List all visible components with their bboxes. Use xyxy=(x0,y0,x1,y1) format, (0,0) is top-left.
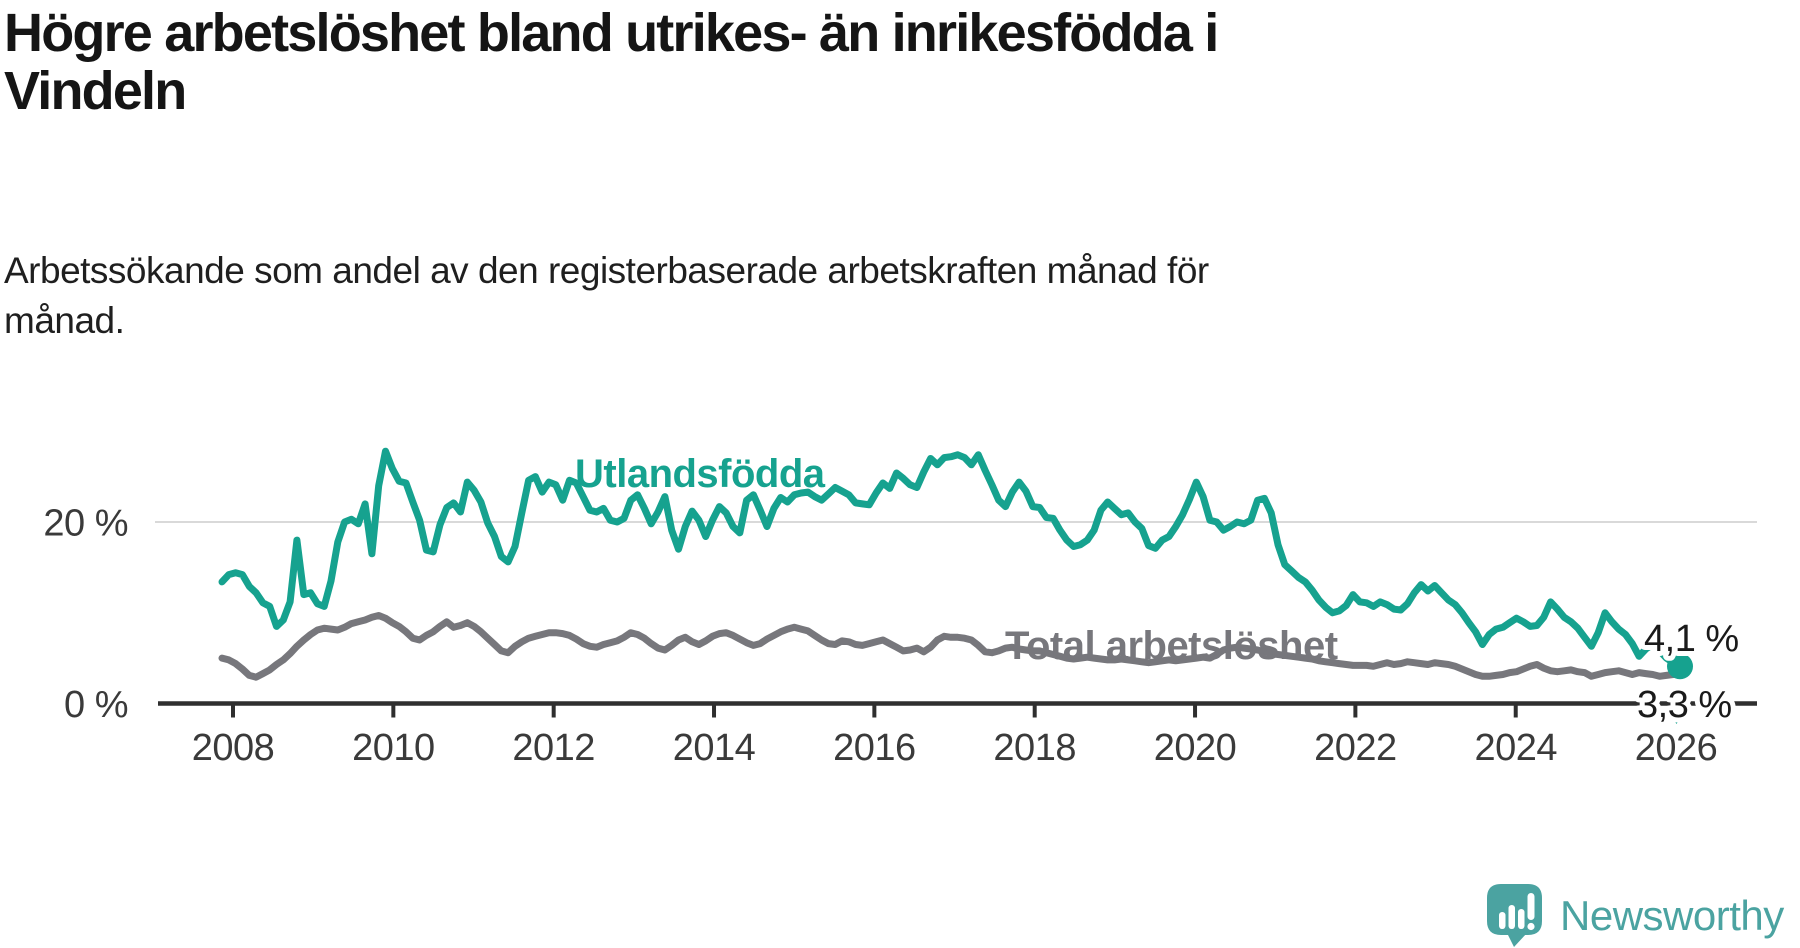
x-tick-label-2014: 2014 xyxy=(673,727,756,769)
newsworthy-bubble-icon xyxy=(1487,884,1542,947)
x-tick-label-2018: 2018 xyxy=(993,727,1076,769)
x-tick-label-2024: 2024 xyxy=(1474,727,1557,769)
chart-subtitle-line1: Arbetssökande som andel av den registerb… xyxy=(4,250,1209,291)
series-label-total-arbetsloshet: Total arbetslöshet xyxy=(1005,624,1338,668)
chart-subtitle-line2: månad. xyxy=(4,300,125,341)
page-title-line2: Vindeln xyxy=(4,61,187,121)
bar-medium xyxy=(1518,909,1525,929)
endpoint-label-utlandsfodda: 4,1 % xyxy=(1644,618,1739,660)
x-tick-label-2012: 2012 xyxy=(512,727,595,769)
x-tick-label-2016: 2016 xyxy=(833,727,916,769)
y-axis-label-layer: 20 % 0 % xyxy=(43,503,128,727)
page-title-line1: Högre arbetslöshet bland utrikes- än inr… xyxy=(4,3,1219,63)
utlandsfodda-endpoint-dot xyxy=(1667,653,1693,680)
series-utlandsfodda-line xyxy=(218,447,1684,670)
series-total-arbetsloshet-line xyxy=(218,612,1684,681)
newsworthy-wordmark: Newsworthy xyxy=(1560,892,1784,939)
series-label-utlandsfodda: Utlandsfödda xyxy=(575,452,826,496)
exclamation-bar xyxy=(1527,893,1535,920)
x-axis-tick-layer: 2008 2010 2012 2014 2016 2018 2020 2022 2024 2026 xyxy=(192,703,1718,769)
page-title: Högre arbetslöshet bland utrikes- än inr… xyxy=(4,4,1704,120)
x-tick-label-2010: 2010 xyxy=(352,727,435,769)
x-tick-label-2026: 2026 xyxy=(1635,727,1718,769)
y-axis-label-20: 20 % xyxy=(43,503,128,545)
bar-short xyxy=(1499,912,1506,929)
newsworthy-logo: Newsworthy xyxy=(1487,884,1784,948)
bar-tall xyxy=(1508,905,1515,929)
speech-bubble-tail xyxy=(1507,933,1527,947)
exclamation-dot xyxy=(1527,922,1535,931)
y-axis-label-0: 0 % xyxy=(64,684,128,726)
endpoint-label-total: 3,3 % xyxy=(1637,684,1732,726)
x-tick-label-2008: 2008 xyxy=(192,727,275,769)
chart-subtitle: Arbetssökande som andel av den registerb… xyxy=(4,246,1504,346)
teal-down-arrow-marker xyxy=(1669,712,1684,724)
bar-chart-glyph xyxy=(1499,893,1535,931)
x-tick-label-2022: 2022 xyxy=(1314,727,1397,769)
x-tick-label-2020: 2020 xyxy=(1154,727,1237,769)
